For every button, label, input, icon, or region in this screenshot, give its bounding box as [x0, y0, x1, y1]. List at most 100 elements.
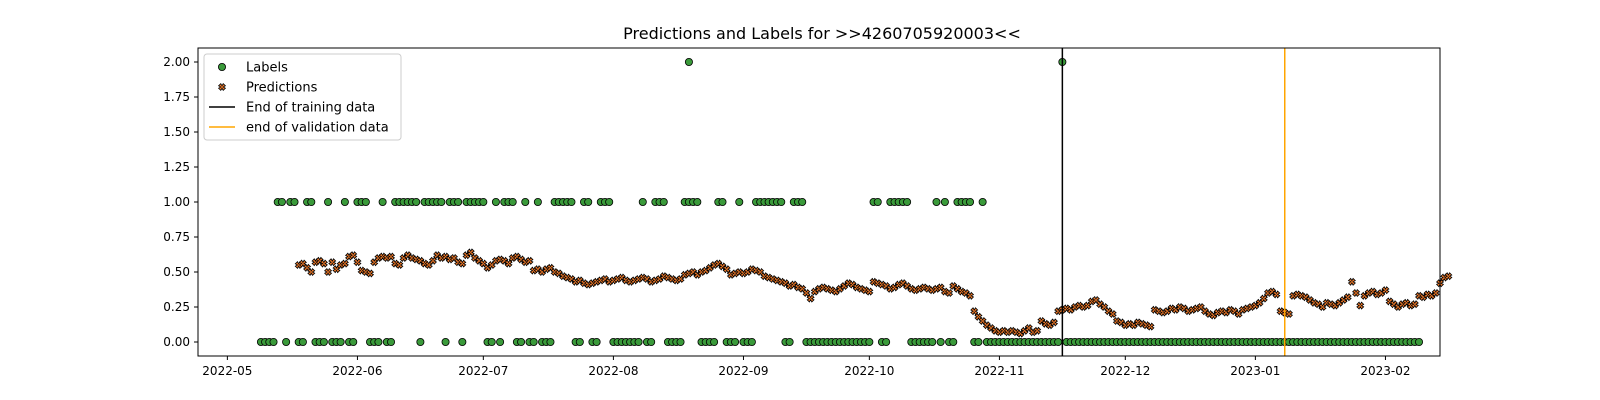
prediction-point	[1146, 322, 1155, 331]
label-point	[437, 197, 446, 206]
prediction-point	[525, 256, 534, 265]
legend-marker-x	[217, 82, 227, 92]
series-predictions	[294, 248, 1453, 338]
label-point	[798, 197, 807, 206]
x-tick-label: 2022-12	[1100, 364, 1150, 378]
prediction-point	[1444, 272, 1453, 281]
x-tick-label: 2022-10	[844, 364, 894, 378]
prediction-point	[722, 265, 731, 274]
prediction-point	[965, 291, 975, 300]
label-point	[932, 197, 941, 206]
label-point	[340, 197, 349, 206]
label-point	[865, 337, 874, 346]
y-tick-label: 0.75	[163, 230, 190, 244]
label-point	[676, 337, 685, 346]
label-point	[533, 197, 542, 206]
label-point	[974, 337, 983, 346]
prediction-point	[865, 287, 874, 296]
legend-box	[203, 53, 402, 141]
label-point	[412, 197, 421, 206]
prediction-point	[324, 267, 333, 277]
prediction-point	[428, 256, 438, 265]
prediction-point	[307, 267, 316, 277]
label-point	[1054, 337, 1063, 346]
label-point	[647, 337, 656, 346]
label-point	[634, 337, 643, 346]
label-point	[777, 197, 786, 206]
label-point	[521, 197, 530, 206]
label-point	[718, 197, 727, 206]
x-tick-label: 2022-05	[202, 364, 252, 378]
label-point	[307, 197, 316, 206]
prediction-point	[1259, 294, 1268, 303]
label-point	[361, 197, 370, 206]
y-tick-label: 0.25	[163, 300, 190, 314]
prediction-point	[365, 269, 375, 278]
legend-label: Predictions	[246, 81, 318, 96]
x-tick-label: 2022-07	[458, 364, 508, 378]
label-point	[517, 337, 526, 346]
y-tick-label: 2.00	[163, 55, 190, 69]
prediction-point	[970, 307, 979, 316]
label-point	[487, 337, 496, 346]
prediction-point	[1108, 309, 1117, 319]
prediction-point	[458, 259, 467, 268]
label-point	[575, 337, 584, 346]
x-tick-label: 2022-09	[718, 364, 768, 378]
label-point	[458, 337, 467, 346]
label-point	[903, 197, 912, 206]
vertical-lines-layer	[1061, 48, 1286, 356]
label-point	[978, 197, 987, 206]
chart-title: Predictions and Labels for >>42607059200…	[623, 24, 1021, 43]
label-point	[584, 197, 593, 206]
y-tick-label: 1.75	[163, 90, 190, 104]
prediction-point	[1356, 301, 1365, 310]
label-point	[735, 197, 744, 206]
legend-label: end of validation data	[246, 121, 389, 136]
x-tick-label: 2023-01	[1230, 364, 1280, 378]
prediction-point	[1431, 288, 1440, 298]
label-point	[319, 337, 328, 346]
prediction-point	[349, 251, 358, 260]
label-point	[290, 197, 299, 206]
label-point	[496, 337, 505, 346]
label-point	[659, 197, 668, 206]
prediction-point	[1272, 290, 1281, 299]
prediction-point	[1347, 277, 1356, 286]
label-point	[966, 197, 975, 206]
label-point	[873, 197, 882, 206]
marks-layer	[256, 58, 1453, 346]
y-tick-label: 1.00	[163, 195, 190, 209]
label-point	[374, 337, 383, 346]
label-point	[479, 197, 488, 206]
prediction-point	[802, 288, 811, 298]
label-point	[936, 337, 945, 346]
prediction-point	[945, 288, 954, 298]
label-point	[546, 337, 555, 346]
x-axis: 2022-05 2022-06 2022-07 2022-08 2022-09 2022-…	[202, 356, 1411, 378]
label-point	[949, 337, 958, 346]
label-point	[1415, 337, 1424, 346]
label-point	[529, 337, 538, 346]
x-tick-label: 2023-02	[1360, 364, 1410, 378]
label-point	[387, 337, 396, 346]
prediction-point	[1343, 293, 1352, 302]
label-point	[269, 337, 278, 346]
prediction-point	[1352, 288, 1361, 298]
label-point	[592, 337, 601, 346]
label-point	[940, 197, 949, 206]
label-point	[567, 197, 576, 206]
prediction-point	[353, 258, 362, 267]
label-point	[454, 197, 463, 206]
prediction-point	[386, 252, 396, 261]
label-point	[491, 197, 500, 206]
label-point	[882, 337, 891, 346]
prediction-point	[1049, 318, 1059, 327]
y-tick-label: 1.25	[163, 160, 190, 174]
label-point	[508, 197, 517, 206]
label-point	[747, 337, 756, 346]
label-point	[277, 197, 286, 206]
legend-label: Labels	[246, 61, 288, 76]
label-point	[441, 337, 450, 346]
label-point	[282, 337, 291, 346]
